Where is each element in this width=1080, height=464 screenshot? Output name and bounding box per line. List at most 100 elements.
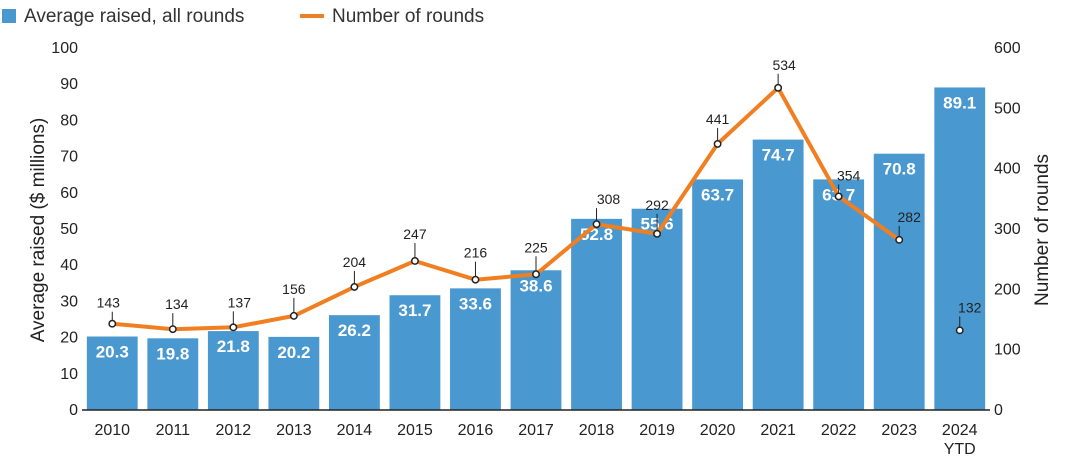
line-point (532, 270, 540, 279)
left-tick-label: 0 (69, 402, 78, 419)
line-value-label: 308 (597, 191, 621, 207)
line-point (108, 319, 117, 328)
bar (389, 295, 441, 410)
legend-bar-swatch (2, 9, 16, 23)
x-tick-label: 2014 (337, 422, 373, 439)
right-tick-label: 200 (994, 281, 1021, 298)
line-point (229, 323, 238, 332)
right-tick-label: 500 (994, 100, 1021, 117)
bar (328, 315, 380, 410)
line-value-label: 292 (645, 197, 669, 213)
right-tick-label: 600 (994, 40, 1021, 57)
bar-value-label: 63.7 (701, 185, 734, 204)
right-axis-title: Number of rounds (1032, 154, 1053, 306)
line-value-label: 156 (282, 281, 306, 297)
bar (571, 218, 622, 410)
x-tick-label: 2018 (579, 422, 615, 439)
line-value-label: 534 (772, 57, 796, 73)
line-value-label: 354 (837, 167, 861, 183)
bar (934, 87, 986, 410)
line-value-label: 282 (898, 209, 922, 225)
x-axis-ticks: 2010 2011 2012 2013 2014 2015 2016 2017 2018 2019… (94, 422, 977, 458)
line-value-label: 204 (343, 254, 367, 270)
x-tick-label: 2023 (881, 422, 917, 439)
line-value-label: 225 (524, 239, 548, 255)
left-tick-label: 100 (51, 40, 78, 57)
line-series: 143 134 137 156 204 247 216 225 308 292 441 534 354 2… (97, 57, 982, 335)
line-point (653, 229, 662, 238)
bar (873, 153, 925, 411)
bar (510, 270, 562, 410)
right-tick-label: 300 (994, 221, 1021, 238)
left-tick-label: 50 (60, 221, 78, 238)
bar (147, 338, 199, 410)
bar-value-label: 19.8 (156, 344, 189, 363)
bar-value-label: 20.2 (277, 343, 310, 362)
x-tick-label: 2015 (397, 422, 433, 439)
line-value-label: 132 (958, 299, 982, 315)
left-tick-label: 80 (60, 112, 78, 129)
bar (450, 288, 501, 410)
bar (207, 331, 259, 410)
right-tick-label: 400 (994, 161, 1021, 178)
bar-value-label: 20.3 (96, 343, 129, 362)
line-point (471, 275, 480, 284)
bar-value-labels: 20.3 19.8 21.8 20.226.231.7 33.638.652.855.6… (96, 93, 977, 363)
line-value-label: 441 (706, 111, 730, 127)
line-value-label: 216 (464, 245, 488, 261)
bar-value-label: 33.6 (459, 294, 492, 313)
line-point (168, 325, 177, 334)
line-value-label: 137 (228, 294, 252, 310)
left-tick-label: 60 (60, 185, 78, 202)
x-tick-label: 2024 YTD (942, 422, 978, 458)
x-tick-label: 2010 (94, 422, 130, 439)
x-tick-label: 2020 (700, 422, 736, 439)
x-tick-label: 2021 (760, 422, 796, 439)
bars (86, 87, 986, 411)
bar-value-label: 26.2 (338, 321, 371, 340)
line-point (774, 83, 783, 92)
left-tick-label: 40 (60, 257, 78, 274)
line-value-label: 247 (403, 226, 427, 242)
line-point (895, 235, 904, 244)
right-tick-label: 100 (994, 342, 1021, 359)
bar (692, 179, 744, 410)
line-path (110, 85, 902, 332)
bar (752, 139, 804, 410)
right-axis-ticks: 0 100 200 300 400 500 600 (994, 40, 1021, 419)
x-tick-label: 2013 (276, 422, 312, 439)
line-value-label: 143 (97, 295, 121, 311)
bar-value-label: 21.8 (217, 337, 250, 356)
bar (813, 179, 865, 410)
line-point (592, 220, 601, 229)
x-tick-label: 2019 (639, 422, 675, 439)
bar-value-label: 31.7 (398, 301, 431, 320)
left-tick-label: 90 (60, 76, 78, 93)
bar (268, 336, 320, 410)
x-tick-label: 2012 (216, 422, 252, 439)
bar (631, 208, 683, 410)
left-tick-label: 10 (60, 366, 78, 383)
x-tick-label: 2016 (458, 422, 494, 439)
legend-line-label: Number of rounds (332, 6, 484, 27)
left-tick-label: 70 (60, 149, 78, 166)
x-tick-label: 2017 (518, 422, 554, 439)
legend-bar-label: Average raised, all rounds (24, 6, 244, 27)
left-tick-label: 20 (60, 330, 78, 347)
bar-value-label: 89.1 (943, 93, 976, 112)
bar-value-label: 38.6 (519, 276, 552, 295)
left-axis-title: Average raised ($ millions) (28, 118, 49, 343)
line-point (289, 311, 298, 320)
legend: Average raised, all rounds Number of rou… (2, 6, 484, 27)
line-value-label: 134 (165, 296, 189, 312)
right-tick-label: 0 (994, 402, 1003, 419)
bar-value-label: 74.7 (762, 146, 795, 165)
x-tick-label: 2011 (156, 422, 191, 439)
line-point (834, 192, 843, 201)
line-point (350, 282, 359, 291)
bar (86, 336, 138, 410)
left-axis-ticks: 0 10 20 30 40 50 60 70 80 90 100 (51, 40, 78, 419)
x-tick-label: 2022 (821, 422, 857, 439)
left-tick-label: 30 (60, 293, 78, 310)
